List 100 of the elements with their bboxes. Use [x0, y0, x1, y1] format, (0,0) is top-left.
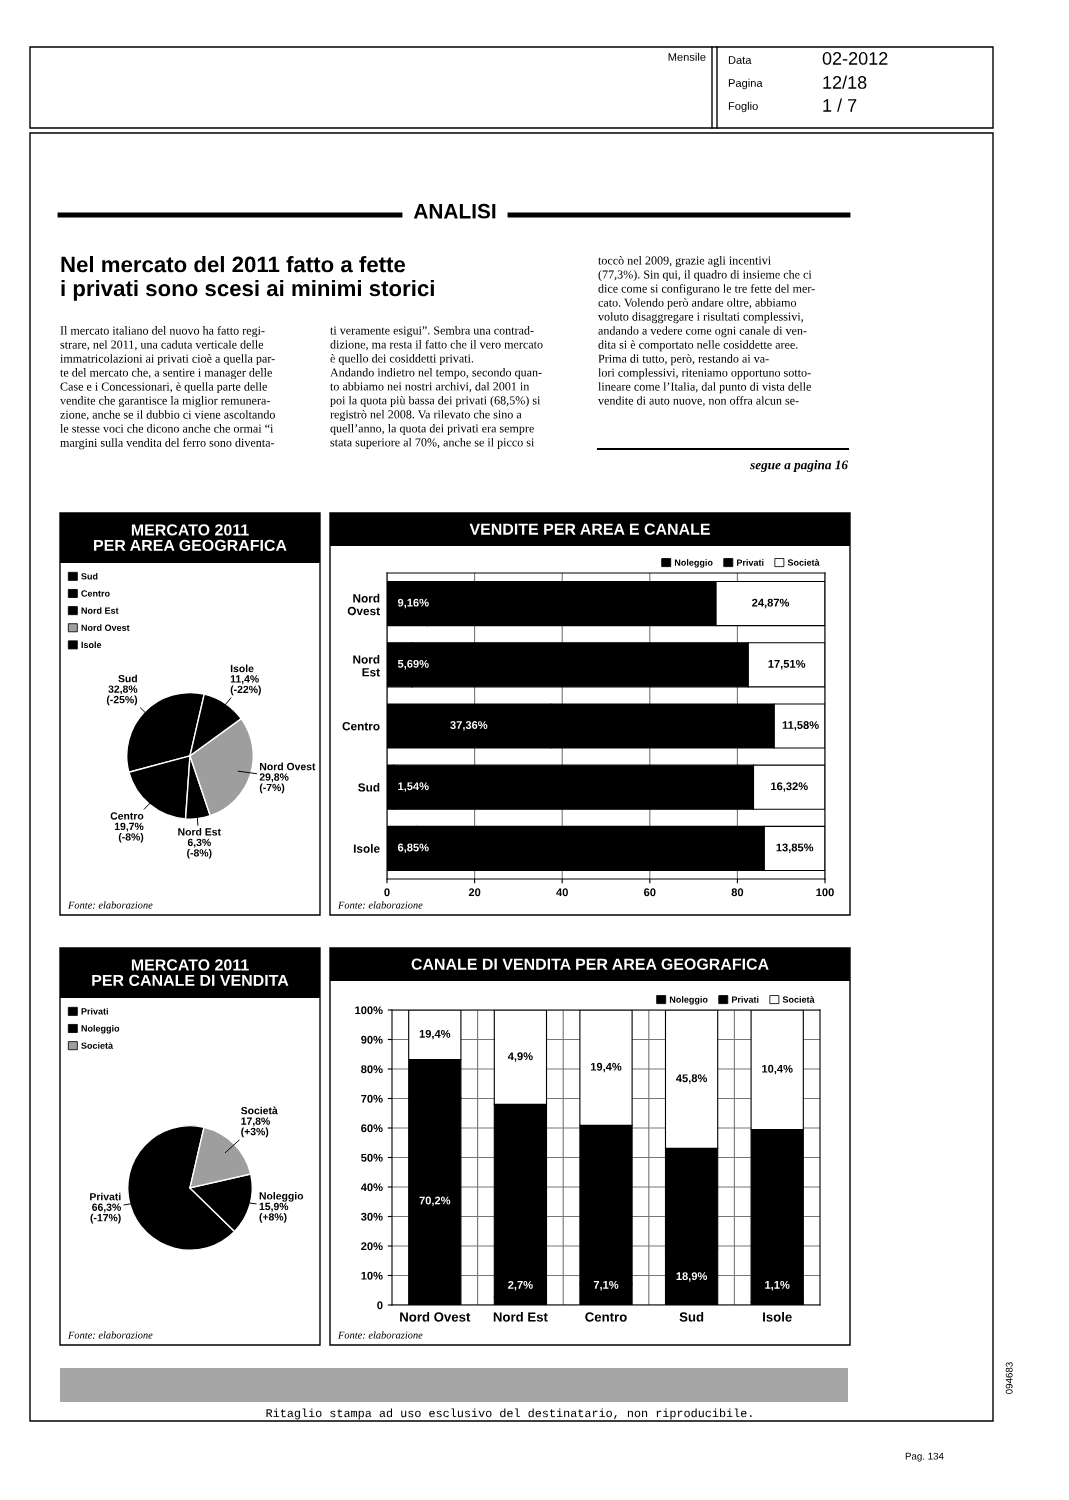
- annotation: 4,9%: [507, 1052, 533, 1062]
- source-note: Fonte: elaborazione: [337, 901, 423, 909]
- data-label: 2,7%: [508, 1280, 533, 1291]
- legend-label: Noleggio: [674, 559, 713, 568]
- y-tick-label: 80%: [361, 1065, 383, 1074]
- legend-label: Noleggio: [81, 1025, 120, 1034]
- text: ti veramente esigui”. Sembra una contrad- dizione, ma resta il fatto che il vero mercato è quello dei cosiddetti privati. Andando indietro nel tempo, secondo quan- to abbiamo nei nostri archivi, dal 2001 in poi la quota più bassa dei privati (68,5%) si registrò nel 2008. Va rilevato che sino a quell’anno, la quota dei privati era sempre stata superiore al 70%, anche se il picco si: [330, 326, 543, 449]
- text: 02-2012: [822, 52, 888, 65]
- text: Pagina: [728, 78, 763, 90]
- slice-label: Privati: [90, 1192, 121, 1201]
- legend-label: Privati: [732, 996, 759, 1003]
- y-tick-label: Isole: [353, 844, 380, 853]
- data-label: 1,54%: [398, 782, 429, 792]
- source-note: Fonte: elaborazione: [67, 901, 153, 909]
- source-note: Fonte: elaborazione: [67, 1331, 153, 1339]
- legend-label: Centro: [81, 590, 110, 597]
- data-label: 11,58%: [782, 721, 819, 731]
- legend-label: Società: [81, 1042, 114, 1049]
- data-label: 5,69%: [397, 659, 429, 670]
- data-label: 6,3% (-8%): [187, 838, 212, 859]
- text: toccò nel 2009, grazie agli incentivi (77,3%). Sin qui, il quadro di insieme che ci dice come si configurano le tre fette del mer- cato. Volendo però andare oltre, abbiamo voluto disaggregare i risultati complessivi, andando a vedere come ogni canale di ven- dita si è comportato nelle cosiddette aree. Prima di tutto, però, restando ai va- lori complessivi, riteniamo opportuno sotto- lineare come l’Italia, dal punto di vista delle vendite di auto nuove, non offra alcun se-: [598, 256, 815, 407]
- chart-title: MERCATO 2011 PER CANALE DI VENDITA: [92, 959, 289, 987]
- annotation: 19,4%: [419, 1029, 451, 1040]
- y-tick-label: 70%: [361, 1094, 383, 1103]
- text: segue a pagina 16: [750, 460, 848, 472]
- x-tick-label: Nord Est: [493, 1311, 548, 1322]
- text: 094683: [1005, 1362, 1013, 1394]
- data-label: 11,4% (-22%): [230, 675, 261, 696]
- annotation: 45,8%: [676, 1074, 708, 1084]
- data-label: 66,3% (-17%): [90, 1203, 121, 1224]
- y-tick-label: Centro: [342, 722, 380, 731]
- legend-label: Sud: [81, 572, 98, 580]
- y-tick-label: 0: [377, 1301, 383, 1310]
- slice-label: Sud: [118, 674, 137, 683]
- text: Il mercato italiano del nuovo ha fatto regi- strare, nel 2011, una caduta verticale delle immatricolazioni ai privati cioè a quella par- te del mercato che, a sentire i manager delle Case e i Concessionari, è quella parte delle vendite che garantisce la miglior remunera- zione, anche se il dubbio ci viene ascoltando le stesse voci che dicono anche che ormai “i margini sulla vendita del ferro sono diventa-: [60, 326, 275, 450]
- y-tick-label: Nord Est: [353, 655, 380, 677]
- data-label: 18,9%: [676, 1272, 708, 1282]
- x-tick-label: 40: [556, 888, 568, 897]
- y-tick-label: Sud: [358, 782, 380, 792]
- data-label: 24,87%: [752, 598, 790, 609]
- y-tick-label: 10%: [361, 1271, 383, 1280]
- data-label: 17,8% (+3%): [241, 1117, 270, 1138]
- data-label: 29,8% (-7%): [259, 773, 289, 794]
- data-label: 17,51%: [768, 659, 806, 670]
- annotation: 19,4%: [590, 1062, 622, 1073]
- y-tick-label: 100%: [355, 1006, 383, 1015]
- y-tick-label: 40%: [360, 1183, 383, 1192]
- data-label: 7,1%: [593, 1280, 619, 1291]
- data-label: 1,1%: [765, 1280, 790, 1291]
- x-tick-label: Sud: [679, 1311, 704, 1322]
- data-label: 13,85%: [776, 843, 814, 853]
- legend-label: Società: [782, 996, 815, 1003]
- text: ANALISI: [413, 203, 496, 219]
- slice-label: Nord Est: [178, 827, 221, 836]
- text: Ritaglio stampa ad uso esclusivo del destinatario, non riproducibile.: [266, 1408, 752, 1420]
- legend-label: Società: [787, 559, 820, 566]
- legend-label: Noleggio: [669, 996, 708, 1005]
- data-label: 15,9% (+8%): [259, 1202, 289, 1223]
- x-tick-label: Nord Ovest: [400, 1311, 471, 1322]
- y-tick-label: Nord Ovest: [347, 593, 380, 616]
- data-label: 70,2%: [419, 1196, 451, 1207]
- legend-label: Nord Est: [81, 607, 119, 614]
- source-note: Fonte: elaborazione: [337, 1331, 423, 1339]
- legend-label: Nord Ovest: [81, 624, 130, 631]
- text: Data: [728, 56, 752, 64]
- x-tick-label: 80: [731, 888, 744, 897]
- data-label: 37,36%: [450, 721, 488, 731]
- slice-label: Centro: [110, 812, 144, 820]
- text: Pag. 134: [905, 1452, 944, 1462]
- y-tick-label: 90%: [361, 1035, 383, 1044]
- x-tick-label: 20: [468, 888, 481, 897]
- x-tick-label: 100: [816, 888, 834, 897]
- chart-title: CANALE DI VENDITA PER AREA GEOGRAFICA: [411, 958, 769, 970]
- text: Nel mercato del 2011 fatto a fette i privati sono scesi ai minimi storici: [61, 256, 434, 301]
- data-label: 9,16%: [397, 598, 429, 609]
- chart-title: MERCATO 2011 PER AREA GEOGRAFICA: [94, 524, 287, 552]
- text: Mensile: [668, 52, 706, 61]
- slice-label: Isole: [230, 664, 254, 673]
- legend-label: Privati: [81, 1007, 108, 1015]
- slice-label: Noleggio: [259, 1191, 304, 1202]
- x-tick-label: 0: [384, 888, 390, 897]
- y-tick-label: 50%: [361, 1153, 383, 1162]
- slice-label: Società: [241, 1106, 278, 1115]
- data-label: 19,7% (-8%): [114, 822, 144, 843]
- slice-label: Nord Ovest: [260, 762, 316, 771]
- x-tick-label: Centro: [585, 1312, 627, 1322]
- legend-label: Privati: [737, 559, 764, 566]
- data-label: 16,32%: [771, 782, 808, 792]
- data-label: 6,85%: [397, 843, 429, 853]
- annotation: 10,4%: [762, 1064, 793, 1075]
- data-label: 32,8% (-25%): [106, 685, 138, 706]
- y-tick-label: 20%: [361, 1242, 383, 1251]
- text: Foglio: [728, 101, 758, 113]
- text: 1 / 7: [823, 98, 857, 112]
- y-tick-label: 30%: [360, 1212, 383, 1221]
- x-tick-label: Isole: [763, 1311, 792, 1322]
- chart-title: VENDITE PER AREA E CANALE: [469, 523, 710, 535]
- x-tick-label: 60: [644, 888, 656, 897]
- legend-label: Isole: [81, 641, 102, 649]
- y-tick-label: 60%: [361, 1124, 383, 1133]
